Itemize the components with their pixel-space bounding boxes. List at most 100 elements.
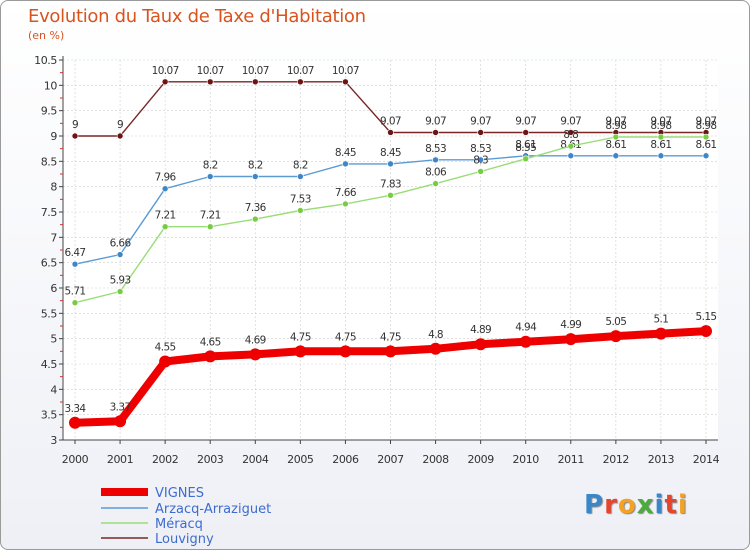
x-tick-label: 2001 [107, 453, 133, 466]
x-tick-label: 2004 [242, 453, 269, 466]
logo-letter: i [654, 490, 665, 520]
data-point [654, 327, 667, 340]
chart-subtitle: (en %) [28, 29, 65, 42]
logo-letter: t [664, 490, 678, 520]
data-label: 8.45 [335, 147, 356, 159]
data-point [700, 325, 712, 338]
data-point [477, 168, 484, 175]
logo-letter: x [636, 490, 655, 520]
data-label: 10.07 [287, 65, 314, 77]
data-point [69, 416, 81, 429]
data-label: 8.2 [203, 160, 218, 172]
data-point [474, 338, 487, 351]
x-tick-label: 2000 [62, 453, 89, 466]
data-point [519, 335, 532, 348]
data-label: 7.21 [155, 210, 176, 222]
y-tick-label: 5 [50, 333, 57, 346]
data-label: 8.61 [650, 139, 671, 151]
data-label: 4.75 [290, 331, 311, 343]
data-point [387, 129, 394, 136]
x-tick-label: 2009 [467, 453, 494, 466]
series-vignes: 3.34 3.37 4.55 4.65 4.69 4.75 4.75 4.75 4.8 4.89 4… [65, 311, 717, 429]
data-label: 8.98 [650, 120, 671, 132]
y-tick-label: 7.5 [41, 206, 58, 219]
data-point [567, 152, 575, 160]
data-label: 9.07 [515, 115, 536, 127]
data-label: 8.45 [380, 147, 401, 159]
data-label: 7.53 [290, 193, 311, 205]
y-tick-label: 10.5 [34, 54, 57, 67]
data-label: 4.55 [155, 341, 176, 353]
data-point [522, 129, 530, 136]
y-tick-label: 3 [50, 434, 57, 447]
x-tick-label: 2012 [603, 453, 629, 466]
logo-letter: P [584, 490, 605, 520]
data-label: 6.47 [65, 247, 86, 259]
data-label: 7.36 [245, 202, 267, 214]
y-tick-label: 6 [50, 282, 57, 295]
data-label: 9.07 [650, 115, 671, 127]
y-tick-label: 9 [50, 130, 57, 143]
data-label: 4.75 [380, 331, 401, 343]
data-point [116, 288, 124, 295]
data-label: 9.07 [696, 115, 717, 127]
data-label: 5.05 [605, 316, 626, 328]
y-tick-label: 5.5 [41, 307, 58, 320]
data-label: 4.99 [560, 319, 581, 331]
data-point [116, 132, 124, 140]
data-point [612, 133, 620, 141]
data-label: 5.15 [696, 311, 717, 323]
data-point [249, 348, 262, 361]
data-point [251, 215, 259, 223]
x-tick-label: 2003 [197, 453, 224, 466]
data-point [429, 342, 442, 355]
data-point [657, 152, 665, 160]
data-point [71, 299, 79, 306]
data-label: 4.75 [335, 331, 356, 343]
chart-title: Evolution du Taux de Taxe d'Habitation [28, 6, 366, 27]
data-label: 8.61 [605, 139, 626, 151]
data-label: 9.07 [560, 115, 581, 127]
y-tick-label: 10 [44, 79, 58, 92]
series-m-racq: 5.715.937.21 7.217.367.537.667.838.068.38… [65, 120, 717, 306]
data-point [204, 350, 217, 363]
data-label: 4.89 [470, 324, 491, 336]
data-point [294, 345, 307, 358]
data-point [477, 156, 484, 164]
data-label: 8.3 [473, 154, 488, 166]
x-tick-label: 2008 [422, 453, 449, 466]
data-label: 5.1 [653, 314, 668, 326]
data-point [567, 142, 575, 150]
data-point [342, 200, 349, 208]
data-point [432, 156, 439, 164]
legend-label: Arzacq-Arraziguet [155, 502, 271, 517]
data-label: 8.53 [470, 143, 491, 155]
data-label: 10.07 [332, 65, 359, 77]
data-label: 8.53 [425, 143, 446, 155]
x-tick-label: 2013 [648, 453, 675, 466]
data-label: 8.2 [293, 160, 308, 172]
data-point [702, 152, 710, 160]
data-point [206, 78, 214, 86]
x-tick-label: 2010 [513, 453, 540, 466]
legend-label: Louvigny [155, 532, 214, 547]
x-tick-label: 2011 [558, 453, 584, 466]
data-point [612, 152, 620, 160]
data-label: 8.8 [563, 129, 578, 141]
logo-letter: o [617, 490, 637, 520]
y-tick-label: 7 [50, 231, 57, 244]
legend-label: Méracq [155, 517, 203, 532]
data-point [297, 207, 304, 214]
data-point [339, 345, 352, 358]
y-tick-label: 8.5 [41, 155, 58, 168]
data-point [387, 160, 394, 168]
data-point [114, 415, 127, 428]
data-label: 7.83 [380, 178, 401, 190]
data-label: 6.66 [110, 238, 132, 250]
y-tick-label: 4 [50, 383, 57, 396]
data-label: 7.96 [155, 172, 177, 184]
data-label: 4.65 [200, 336, 221, 348]
x-tick-label: 2005 [287, 453, 314, 466]
data-point [387, 191, 394, 199]
